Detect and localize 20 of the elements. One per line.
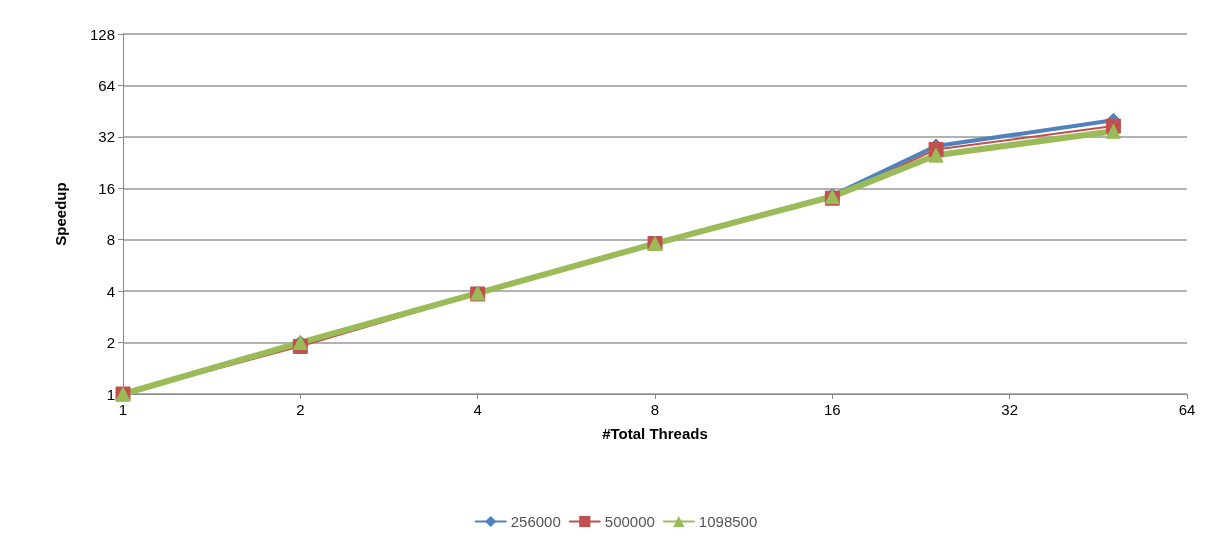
x-tick-label: 1 bbox=[118, 401, 128, 418]
y-tick-label: 32 bbox=[98, 128, 115, 146]
y-axis-title: Speedup bbox=[52, 182, 69, 246]
x-tick-label: 16 bbox=[823, 401, 841, 418]
x-tick-label: 32 bbox=[1001, 401, 1019, 418]
y-tick-label: 2 bbox=[106, 334, 115, 352]
x-tick-label: 4 bbox=[473, 401, 482, 418]
x-tick-label: 2 bbox=[296, 401, 305, 418]
y-tick-label: 128 bbox=[89, 25, 115, 43]
y-tick-label: 4 bbox=[106, 282, 115, 300]
y-tick-label: 1 bbox=[106, 385, 115, 403]
y-tick-label: 16 bbox=[98, 179, 115, 197]
legend-label: 256000 bbox=[510, 513, 561, 530]
legend-label: 1098500 bbox=[698, 513, 758, 530]
y-tick-label: 64 bbox=[98, 76, 115, 94]
x-tick-label: 64 bbox=[1178, 401, 1196, 418]
legend-label: 500000 bbox=[604, 513, 655, 530]
x-tick-label: 8 bbox=[650, 401, 660, 418]
y-tick-label: 8 bbox=[106, 231, 115, 249]
x-axis-title: #Total Threads bbox=[602, 425, 708, 442]
